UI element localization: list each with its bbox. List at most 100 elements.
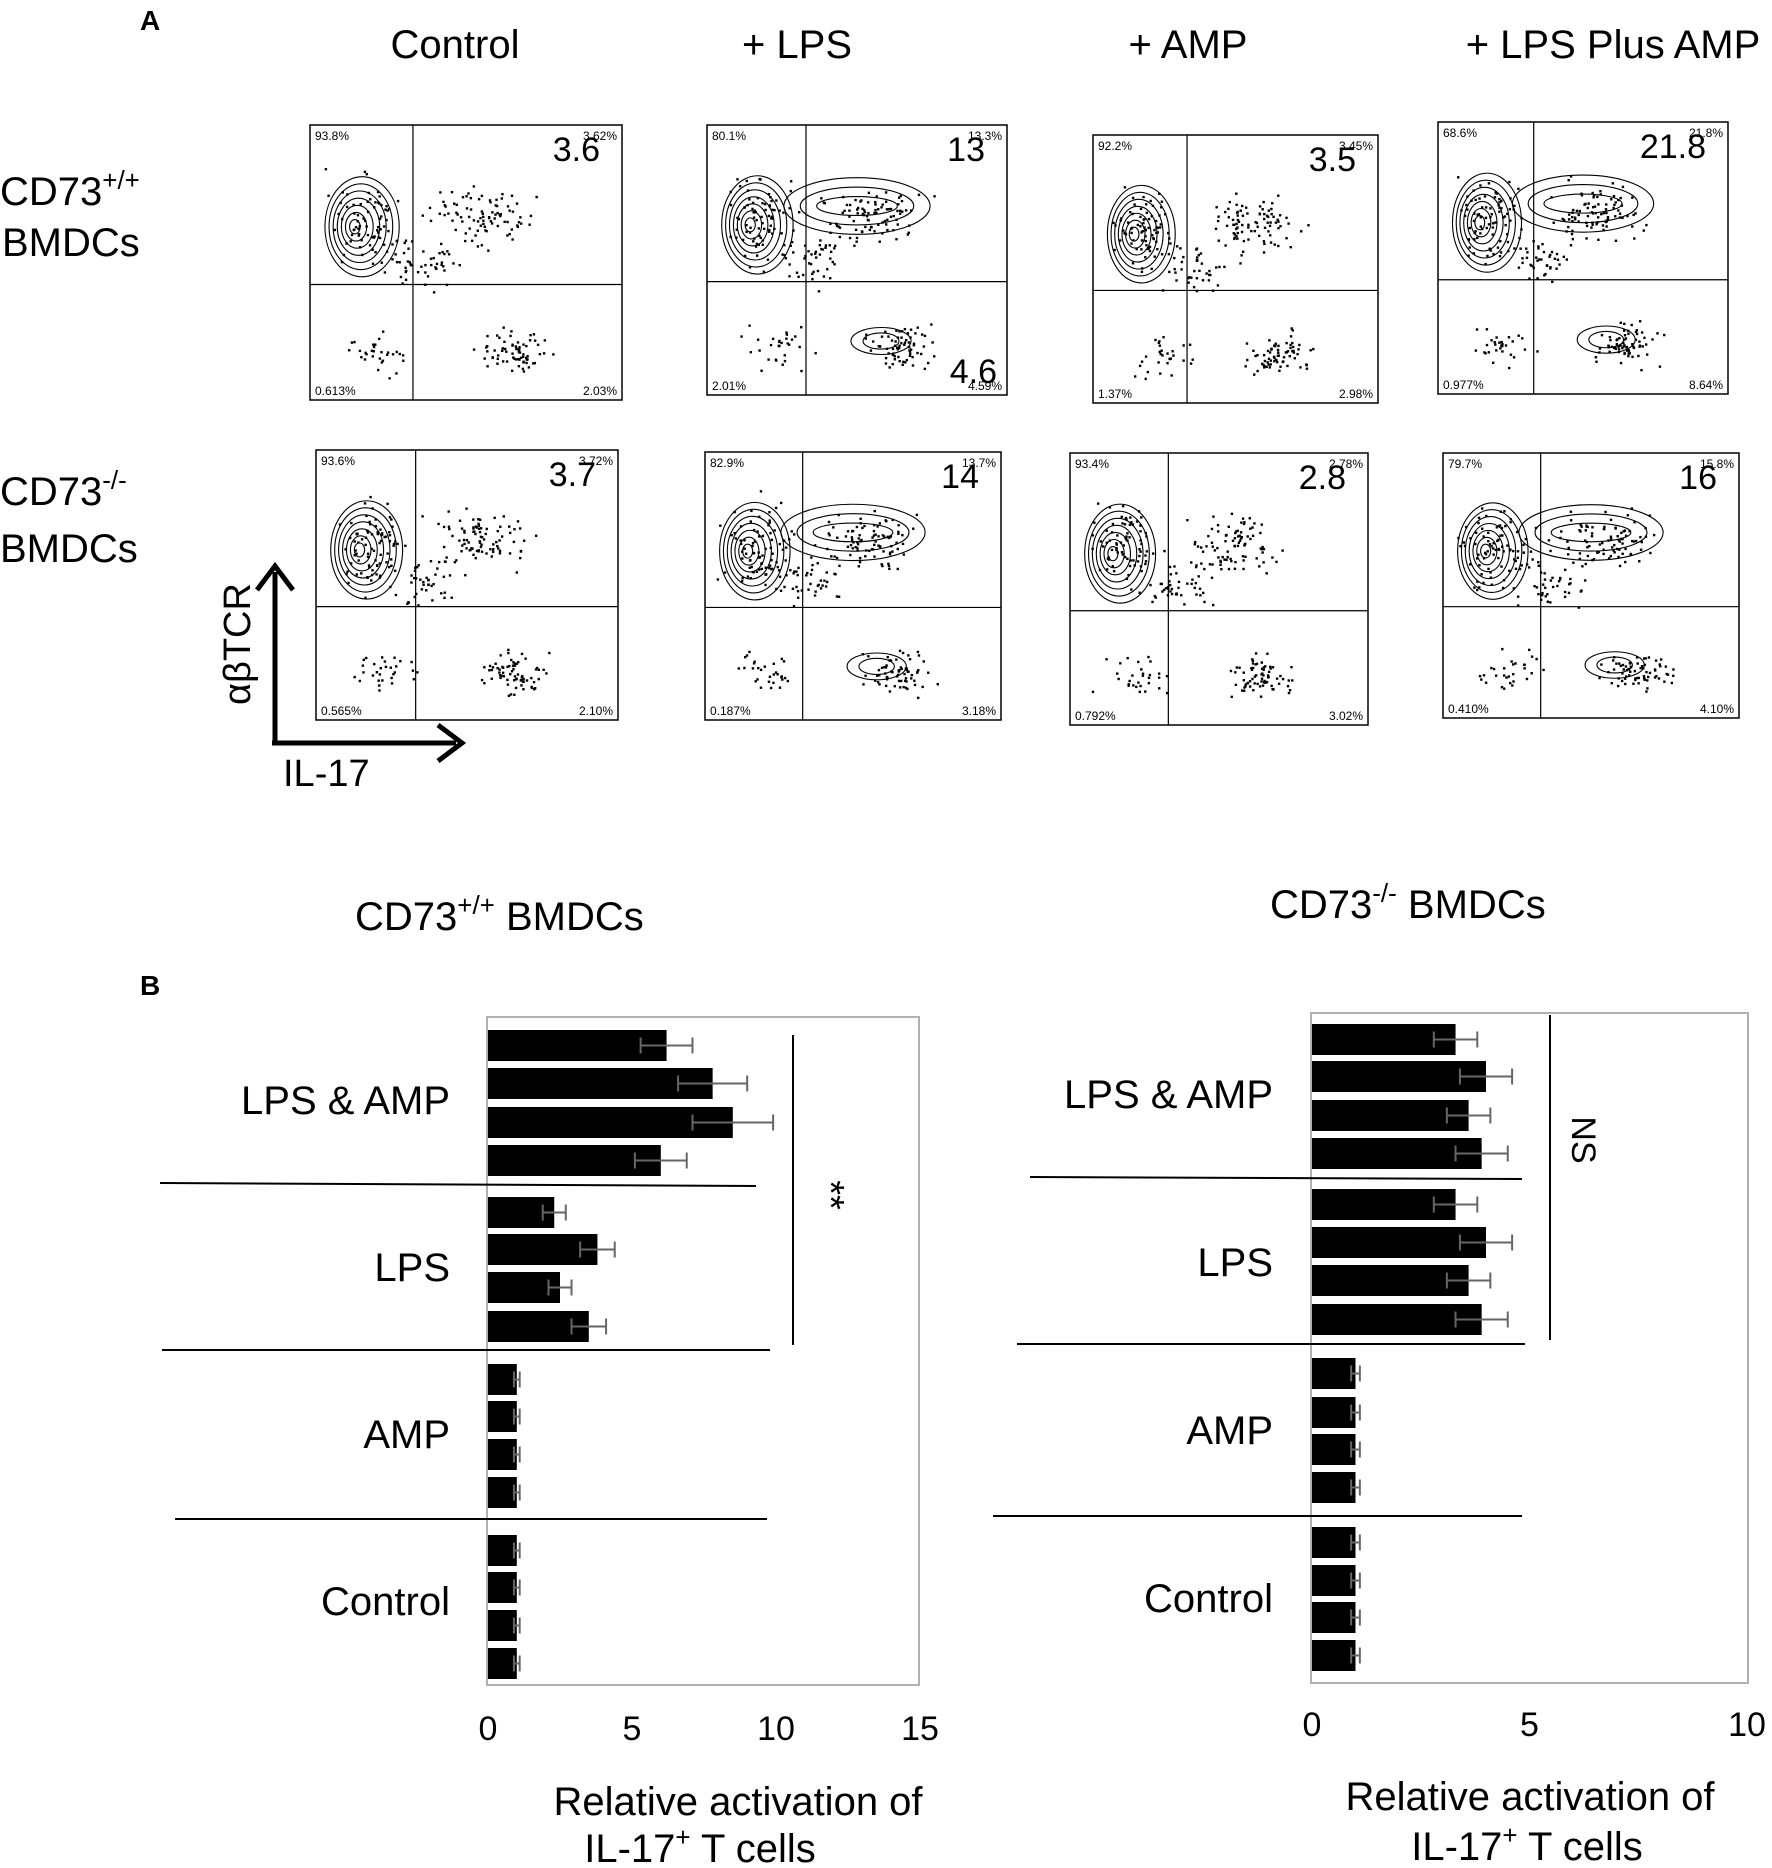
event-dot [1258,685,1262,688]
event-dot [1127,573,1130,577]
contour-line [1463,193,1504,252]
event-dot [1557,580,1561,583]
bar [488,1401,517,1432]
event-dot [1569,519,1573,522]
event-dot [1618,548,1621,551]
event-dot [814,590,817,593]
contour-line [334,507,397,593]
event-dot [808,262,811,265]
x-tick-label: 15 [901,1710,939,1748]
event-dot [518,527,522,530]
event-dot [1496,539,1499,543]
event-dot [377,679,380,682]
event-dot [1168,270,1171,274]
event-dot [483,666,486,669]
event-dot [1614,215,1617,218]
event-dot [366,210,370,214]
event-dot [1544,595,1547,598]
event-dot [866,218,870,222]
event-dot [1590,535,1594,538]
event-dot [464,573,467,577]
event-dot [891,353,895,357]
flow-big-ur-value: 3.7 [549,456,596,494]
event-dot [769,686,773,690]
event-dot [1623,352,1626,356]
event-dot [792,605,796,608]
event-dot [1144,562,1147,566]
event-dot [1494,343,1497,346]
event-dot [354,226,358,229]
event-dot [898,359,901,363]
event-dot [777,569,781,572]
event-dot [753,660,756,663]
event-dot [1244,555,1247,558]
event-dot [518,348,521,351]
event-dot [1244,683,1247,686]
event-dot [1262,251,1266,254]
event-dot [1105,568,1109,571]
event-dot [856,549,859,552]
event-dot [1287,679,1290,682]
event-dot [1630,507,1634,510]
event-dot [797,275,800,279]
event-dot [733,510,736,514]
event-dot [1643,676,1646,680]
event-dot [1267,363,1270,366]
event-dot [745,179,748,183]
event-dot [1604,510,1607,514]
event-dot [1275,560,1278,564]
event-dot [909,348,913,351]
event-dot [376,368,380,372]
event-dot [507,694,511,697]
event-dot [522,343,525,346]
event-dot [1131,674,1134,677]
event-dot [1156,231,1159,234]
event-dot [1567,179,1570,182]
event-dot [1258,213,1262,216]
event-dot [1162,336,1165,339]
condition-header-control: Control [391,23,520,67]
event-dot [917,669,920,672]
event-dot [350,341,354,344]
event-dot [723,571,727,574]
event-dot [739,539,742,542]
event-dot [506,220,509,224]
event-dot [1621,542,1624,545]
event-dot [1482,557,1486,560]
event-dot [1139,215,1142,219]
event-dot [1146,370,1150,374]
event-dot [1643,678,1646,681]
contour-line [736,203,769,247]
event-dot [364,543,367,547]
event-dot [1565,258,1568,261]
event-dot [435,267,438,271]
event-dot [1645,353,1649,356]
event-dot [1623,529,1627,532]
event-dot [1484,553,1488,556]
event-dot [1477,553,1480,556]
event-dot [378,562,382,565]
event-dot [1243,544,1246,547]
event-dot [1477,213,1481,216]
event-dot [1214,227,1218,231]
event-dot [1528,648,1531,652]
event-dot [362,658,366,661]
event-dot [738,184,742,188]
event-dot [774,671,778,674]
contour-line [1099,531,1132,576]
event-dot [768,230,771,233]
event-dot [1147,681,1151,685]
event-dot [438,212,441,215]
event-dot [1198,269,1201,273]
event-dot [422,250,425,253]
event-dot [854,198,857,202]
y-axis-label-tcr: αβTCR [217,583,259,705]
event-dot [371,355,374,358]
event-dot [783,359,787,363]
event-dot [749,576,752,580]
event-dot [525,344,528,348]
event-dot [895,541,898,544]
event-dot [1199,594,1202,597]
event-dots [338,495,551,697]
event-dot [1229,669,1233,673]
